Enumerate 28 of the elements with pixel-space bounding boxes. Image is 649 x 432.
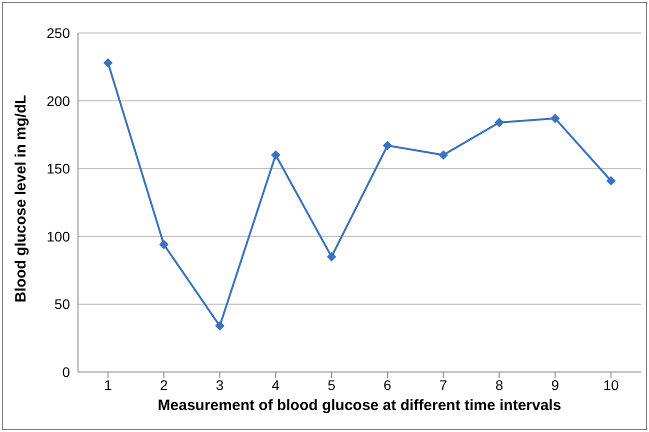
- x-tick-label: 2: [160, 376, 168, 393]
- point: [215, 321, 224, 330]
- point: [550, 114, 560, 123]
- x-tick-label: 7: [439, 376, 448, 393]
- point: [271, 150, 280, 160]
- x-tick-label: 1: [104, 376, 112, 393]
- x-tick-label: 10: [603, 376, 619, 393]
- x-tick-label: 6: [384, 376, 392, 393]
- point: [159, 240, 168, 250]
- point: [606, 176, 616, 186]
- y-tick-label: 50: [54, 296, 70, 312]
- y-tick-label: 0: [62, 364, 70, 380]
- y-tick-label: 250: [46, 24, 70, 41]
- point: [382, 141, 392, 150]
- point: [104, 58, 112, 68]
- x-tick-label: 3: [216, 376, 224, 393]
- y-tick-label: 200: [46, 92, 70, 109]
- x-tick-label: 9: [551, 376, 560, 393]
- x-tick-label: 4: [272, 376, 280, 393]
- point: [327, 252, 336, 262]
- y-axis-title: Blood glucose level in mg/dL: [12, 94, 30, 302]
- point: [494, 118, 504, 127]
- y-tick-label: 100: [46, 228, 70, 244]
- x-tick-label: 8: [495, 376, 504, 393]
- point: [438, 150, 448, 160]
- y-tick-label: 150: [46, 160, 70, 177]
- x-axis-title: Measurement of blood glucose at different time intervals: [158, 397, 562, 414]
- x-tick-label: 5: [328, 376, 336, 393]
